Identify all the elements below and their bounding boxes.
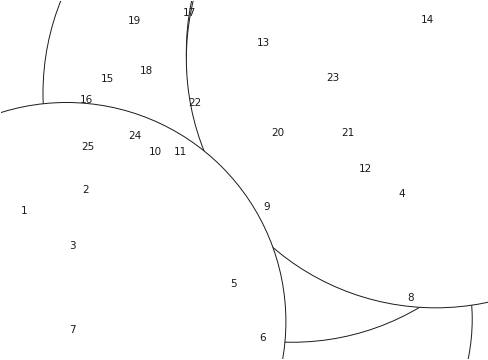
Polygon shape [267,11,279,17]
Circle shape [0,0,300,302]
Polygon shape [53,316,81,328]
Circle shape [0,0,433,360]
Circle shape [0,0,371,360]
Circle shape [73,120,471,360]
Circle shape [186,0,488,308]
Polygon shape [269,11,337,45]
Text: 8: 8 [406,293,413,303]
Text: 25: 25 [81,142,94,152]
Text: 1: 1 [21,206,27,216]
Circle shape [0,0,442,274]
Circle shape [0,0,394,275]
Circle shape [0,0,354,360]
Polygon shape [312,44,325,50]
Text: 19: 19 [128,17,141,27]
Circle shape [20,0,488,360]
Circle shape [0,0,300,309]
Circle shape [0,0,456,360]
Circle shape [58,0,488,355]
Circle shape [0,0,386,275]
Text: 17: 17 [183,8,196,18]
Circle shape [0,103,285,360]
Text: 11: 11 [173,147,186,157]
Text: 14: 14 [420,15,433,26]
Text: 23: 23 [326,73,339,83]
Text: 16: 16 [79,95,92,105]
Text: 24: 24 [128,131,141,141]
Text: 18: 18 [139,66,152,76]
Polygon shape [47,187,274,227]
Text: 2: 2 [82,185,89,195]
Circle shape [0,0,393,360]
Text: 20: 20 [270,128,284,138]
Polygon shape [168,157,198,184]
Text: 22: 22 [188,98,201,108]
Polygon shape [194,80,299,108]
Polygon shape [34,166,360,344]
Text: 7: 7 [69,325,76,335]
Polygon shape [86,102,195,129]
Polygon shape [423,27,438,46]
Text: 5: 5 [230,279,237,289]
Text: 15: 15 [100,74,113,84]
Circle shape [55,0,488,360]
Circle shape [186,0,488,301]
Circle shape [0,0,432,360]
Circle shape [0,0,454,344]
Text: 6: 6 [259,333,266,343]
Circle shape [43,0,488,342]
Circle shape [67,0,488,328]
Text: 12: 12 [358,163,371,174]
Polygon shape [334,18,345,26]
Circle shape [0,0,371,360]
Text: 21: 21 [341,128,354,138]
Circle shape [0,0,269,312]
Text: 10: 10 [149,147,162,157]
Circle shape [0,0,448,358]
Polygon shape [137,154,176,184]
Circle shape [0,0,290,256]
Text: 4: 4 [397,189,404,199]
Text: 13: 13 [256,38,269,48]
